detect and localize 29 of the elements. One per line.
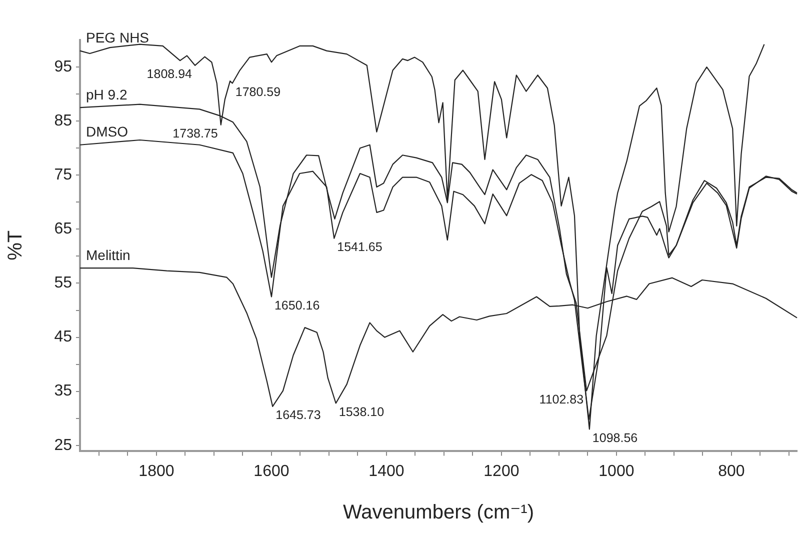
y-tick-label: 65 [54, 220, 72, 238]
y-tick-label: 95 [54, 58, 72, 76]
y-tick-label: 45 [54, 328, 72, 346]
series-label: PEG NHS [86, 30, 150, 46]
x-tick-label: 1800 [138, 462, 174, 480]
annotation: 1102.83 [539, 392, 584, 407]
annotation: 1541.65 [337, 240, 382, 254]
x-tick-label: 1400 [368, 462, 404, 480]
series-label: pH 9.2 [86, 86, 128, 102]
x-axis-title: Wavenumbers (cm⁻¹) [343, 502, 534, 524]
y-tick-label: 25 [54, 436, 72, 454]
series-label: Melittin [86, 246, 130, 263]
annotation: 1808.94 [146, 67, 192, 82]
y-tick-label: 55 [54, 274, 72, 292]
annotation: 1538.10 [338, 404, 384, 419]
y-tick-label: 75 [54, 166, 72, 184]
series-label: DMSO [86, 124, 128, 140]
annotation: 1738.75 [172, 126, 218, 141]
x-tick-label: 1000 [598, 462, 634, 480]
x-tick-label: 1200 [484, 462, 520, 480]
x-tick-label: 1600 [254, 462, 290, 480]
annotation: 1098.56 [592, 430, 638, 445]
y-axis-title: %T [4, 230, 27, 260]
annotation: 1650.16 [274, 298, 320, 312]
y-tick-label: 85 [54, 112, 72, 130]
annotation: 1780.59 [235, 84, 281, 99]
y-tick-label: 35 [54, 382, 72, 400]
x-tick-label: 800 [718, 462, 745, 480]
annotation: 1645.73 [276, 408, 321, 422]
